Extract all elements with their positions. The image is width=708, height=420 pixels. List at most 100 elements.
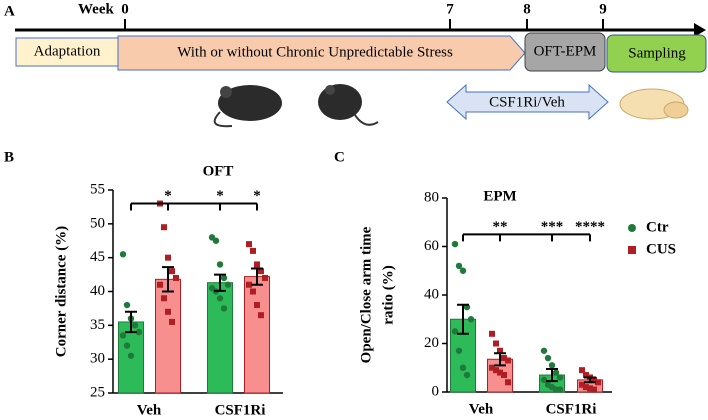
data-point (505, 357, 511, 364)
error-bar (214, 273, 226, 292)
chart-title: EPM (483, 188, 516, 204)
data-point (250, 288, 256, 295)
significance-label: *** (541, 219, 564, 235)
data-point (455, 347, 463, 354)
error-bar (162, 266, 174, 293)
y-axis-label: Open/Close arm time (358, 226, 374, 363)
data-point (123, 342, 131, 349)
error-bar (494, 352, 506, 367)
legend-label: Ctr (646, 219, 669, 235)
data-point (451, 328, 459, 335)
y-tick-label: 80 (424, 189, 439, 205)
significance-label: * (164, 188, 172, 204)
data-point (258, 312, 264, 319)
data-point (497, 347, 503, 354)
data-point (552, 369, 560, 376)
timeline: A Week 0 7 8 9 Adaptation With or withou… (4, 1, 707, 128)
y-axis-label: ratio (%) (380, 265, 396, 325)
phase-box (15, 37, 119, 67)
data-point (501, 372, 507, 379)
x-tick-label: Veh (469, 401, 494, 417)
data-point (216, 261, 224, 268)
data-point (173, 274, 179, 281)
data-point (556, 386, 564, 393)
data-point (591, 386, 597, 393)
bar (155, 278, 181, 394)
data-point (212, 237, 220, 244)
y-tick-label: 40 (424, 286, 439, 302)
data-point (595, 379, 601, 386)
data-point (556, 374, 564, 381)
data-point (254, 302, 260, 309)
data-point (127, 352, 135, 359)
significance-bracket (462, 233, 591, 242)
data-point (583, 372, 589, 379)
significance-bracket (130, 202, 258, 211)
y-tick-label: 35 (90, 317, 105, 333)
chart-title: OFT (203, 163, 234, 179)
data-point (583, 384, 589, 391)
data-point (246, 241, 252, 248)
data-point (540, 376, 548, 384)
treatment-label: CSF1Ri/Veh (489, 94, 565, 110)
y-axis-label: Corner distance (%) (53, 226, 69, 357)
y-tick-label: 0 (432, 383, 440, 399)
data-point (540, 347, 548, 354)
data-point (493, 340, 499, 347)
data-point (463, 371, 471, 379)
data-point (544, 354, 552, 362)
data-point (165, 308, 171, 315)
week-tick: 0 (121, 1, 129, 17)
data-point (135, 328, 143, 336)
phase-label: With or without Chronic Unpredictable St… (177, 44, 453, 60)
significance-label: **** (575, 219, 605, 235)
week-tick: 7 (446, 1, 454, 17)
data-point (493, 367, 499, 374)
data-point (254, 261, 260, 268)
x-tick-label: CSF1Ri (546, 401, 597, 417)
data-point (591, 376, 597, 383)
data-point (119, 251, 127, 258)
x-tick-label: Veh (137, 402, 162, 418)
panel-label: B (4, 149, 14, 165)
data-point (216, 295, 224, 302)
data-point (119, 332, 127, 339)
y-tick-label: 30 (90, 351, 105, 367)
data-point (250, 247, 256, 254)
data-point (262, 274, 268, 281)
brain-icon (619, 88, 689, 120)
data-point (220, 305, 228, 312)
data-point (501, 355, 507, 362)
data-point (579, 381, 585, 388)
panel-label: C (334, 149, 345, 165)
data-point (169, 268, 175, 275)
mouse-icon (213, 85, 282, 128)
data-point (220, 274, 228, 282)
data-point (579, 367, 585, 374)
data-point (165, 254, 171, 261)
y-tick-label: 40 (90, 283, 105, 299)
data-point (451, 240, 459, 248)
error-bar (546, 367, 558, 383)
error-bar (584, 376, 596, 384)
data-point (161, 295, 167, 302)
phase-label: Sampling (628, 45, 686, 61)
treatment-arrow (446, 83, 609, 121)
mouse-icon (318, 84, 379, 126)
data-point (224, 281, 232, 288)
data-point (548, 362, 556, 369)
significance-label: * (253, 188, 261, 204)
error-bar (251, 267, 263, 286)
bar (244, 276, 270, 394)
data-point (258, 268, 264, 275)
error-bar (457, 303, 469, 335)
data-point (157, 281, 163, 288)
data-point (497, 369, 503, 376)
phase-label: Adaptation (34, 43, 101, 59)
data-point (489, 364, 495, 371)
significance-label: * (216, 188, 224, 204)
week-word: Week (78, 1, 114, 17)
week-tick: 9 (599, 1, 607, 17)
data-point (123, 301, 131, 309)
y-tick-label: 60 (424, 238, 439, 254)
